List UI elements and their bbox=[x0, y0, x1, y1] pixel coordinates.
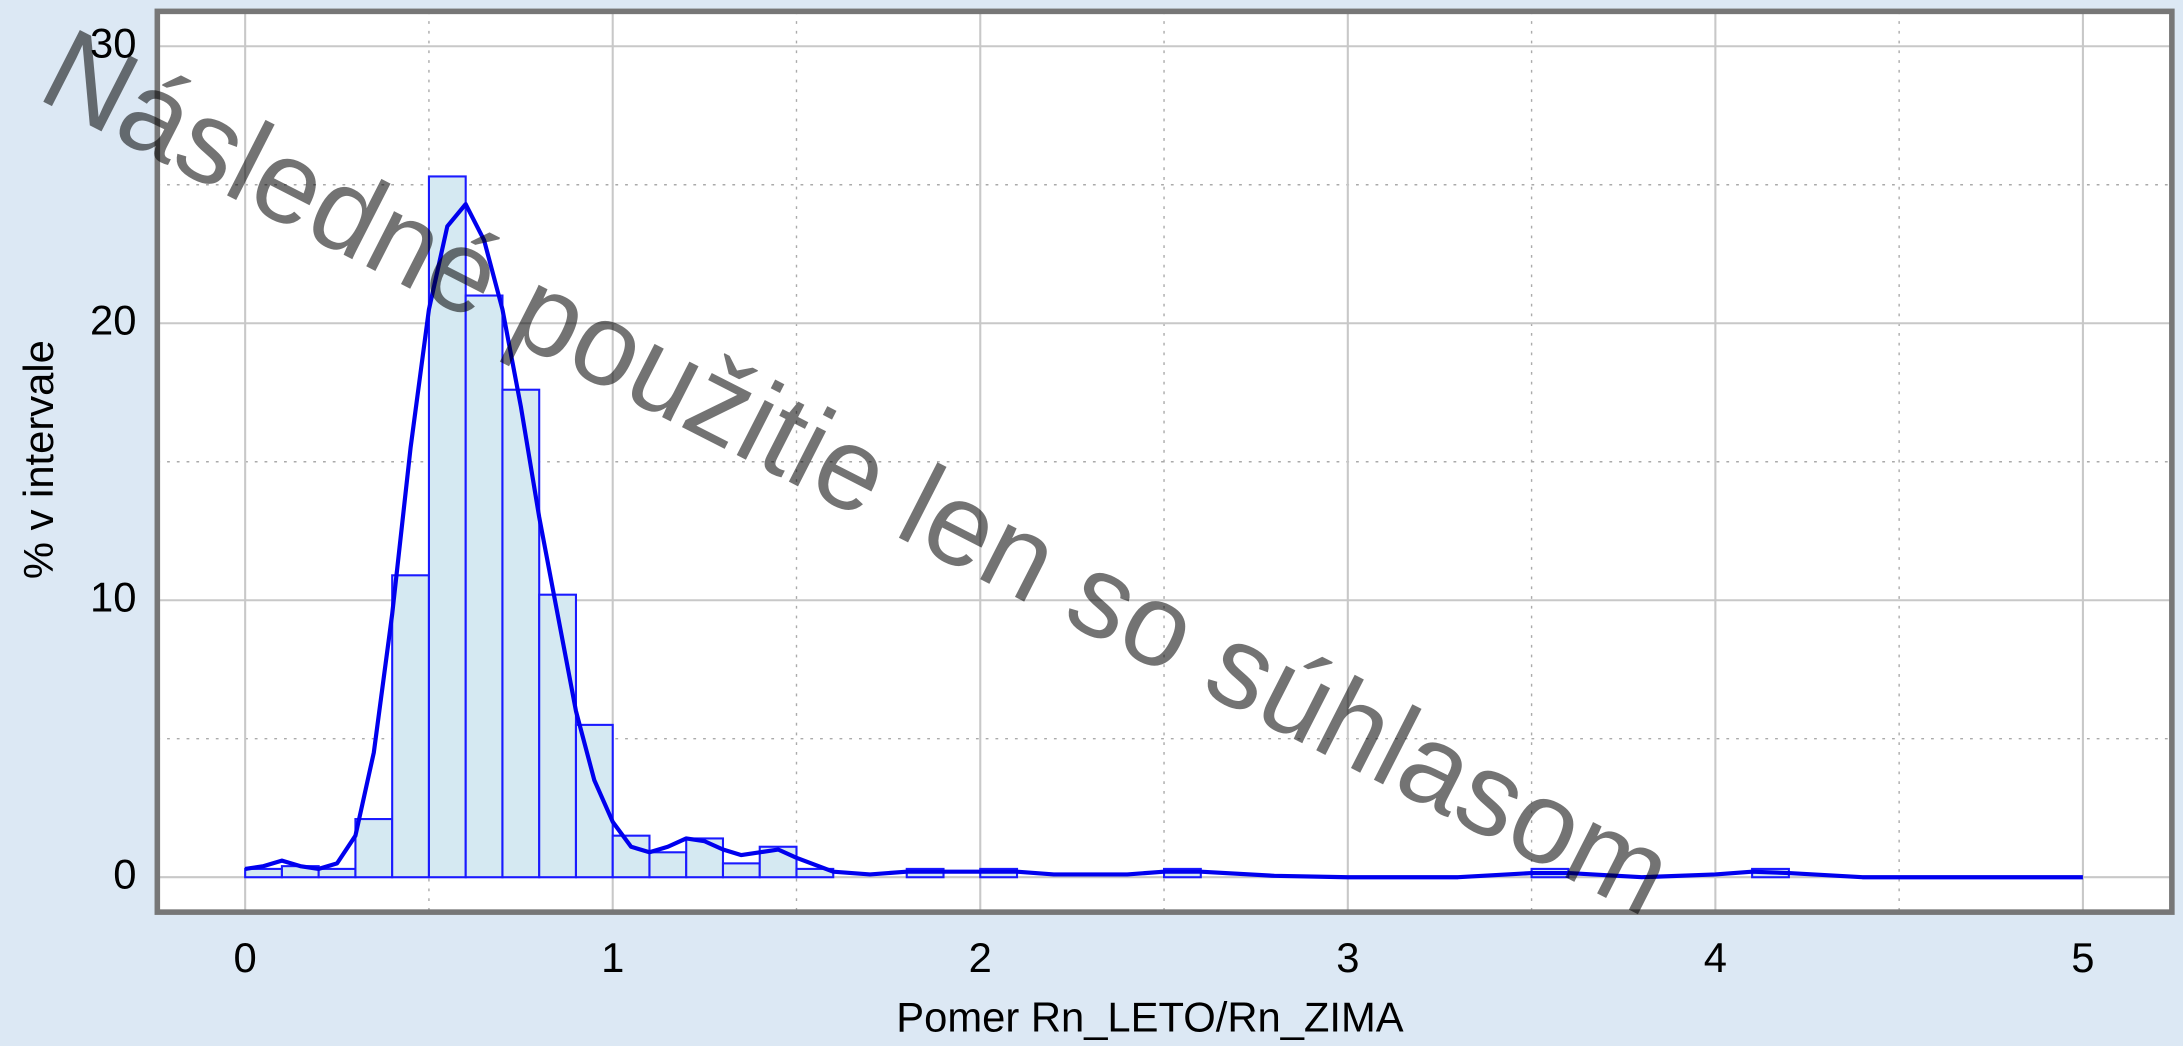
bar bbox=[354, 818, 394, 879]
x-tick-label: 4 bbox=[1704, 934, 1727, 981]
x-axis-label: Pomer Rn_LETO/Rn_ZIMA bbox=[896, 994, 1404, 1041]
x-tick-label: 0 bbox=[234, 934, 257, 981]
y-tick-label: 0 bbox=[113, 850, 136, 897]
bar bbox=[427, 175, 467, 879]
density-curve bbox=[244, 202, 2083, 880]
y-axis-label: % v intervale bbox=[15, 340, 62, 579]
bar bbox=[501, 388, 541, 879]
x-tick-label: 2 bbox=[969, 934, 992, 981]
bar bbox=[464, 294, 504, 879]
y-tick-label: 20 bbox=[90, 296, 136, 343]
y-tick-label: 10 bbox=[90, 573, 136, 620]
bar bbox=[391, 574, 430, 879]
bar bbox=[574, 723, 614, 879]
x-tick-label: 3 bbox=[1336, 934, 1359, 981]
bar bbox=[721, 862, 761, 879]
plot-frame bbox=[154, 8, 2175, 915]
bar bbox=[648, 851, 688, 879]
y-tick-label: 30 bbox=[90, 19, 136, 66]
x-tick-label: 5 bbox=[2071, 934, 2094, 981]
bar bbox=[611, 834, 651, 879]
bar bbox=[685, 837, 725, 879]
bar bbox=[538, 593, 578, 879]
x-tick-label: 1 bbox=[601, 934, 624, 981]
plot bbox=[157, 11, 2172, 913]
bar bbox=[317, 867, 357, 879]
